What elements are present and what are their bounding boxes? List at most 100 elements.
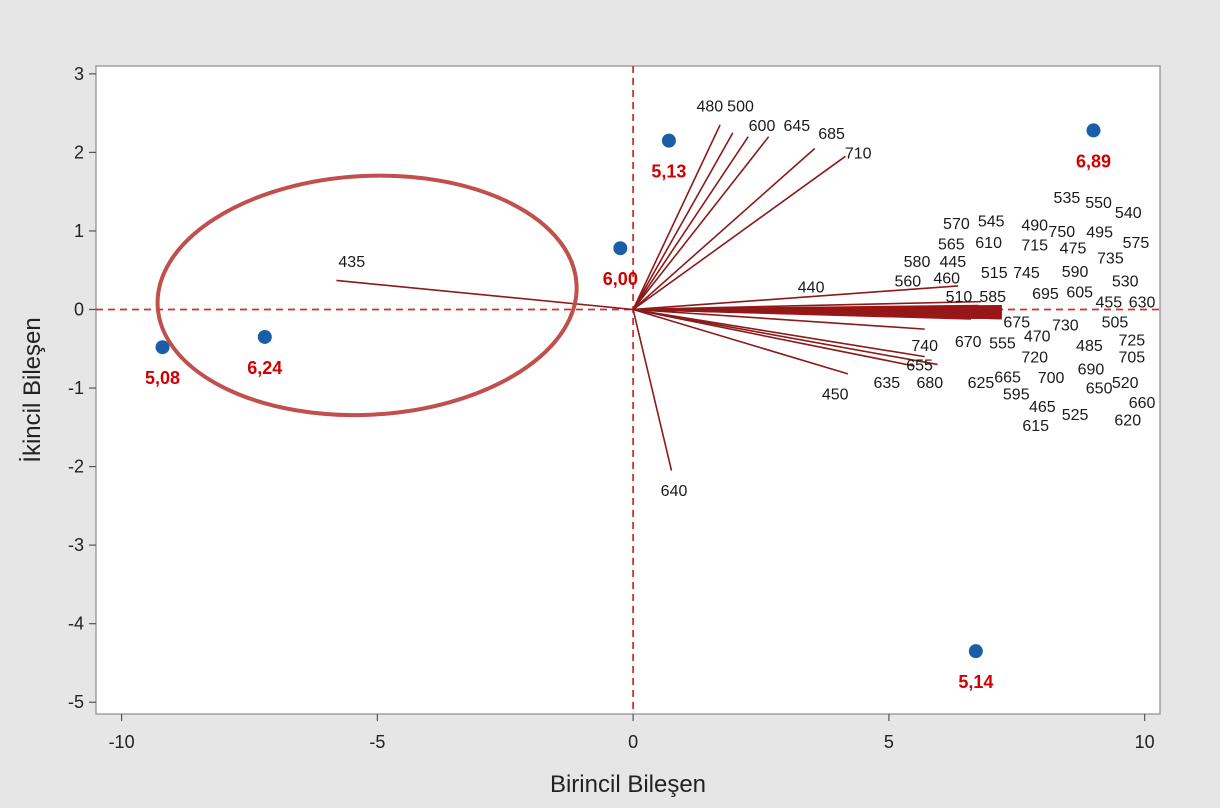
variable-label: 545 [978, 214, 1005, 231]
y-tick-label: -4 [68, 614, 84, 634]
variable-label: 670 [955, 334, 982, 351]
plot-area [95, 65, 1161, 715]
y-tick-label: -3 [68, 535, 84, 555]
score-point [257, 329, 272, 344]
loading-vector [632, 309, 673, 471]
y-tick-label: -1 [68, 378, 84, 398]
loading-vector [632, 136, 770, 310]
y-tick-label: 0 [74, 299, 84, 319]
variable-label: 675 [1003, 314, 1030, 331]
variable-label: 485 [1076, 338, 1103, 355]
variable-label: 615 [1022, 418, 1049, 435]
variable-label: 650 [1086, 380, 1113, 397]
x-tick-label: -10 [109, 732, 135, 752]
x-tick-label: 0 [628, 732, 638, 752]
loading-vector [632, 147, 816, 311]
variable-label: 465 [1029, 399, 1056, 416]
score-point [968, 644, 983, 659]
score-point-label: 5,08 [145, 368, 180, 388]
score-point [1086, 123, 1101, 138]
variable-label: 505 [1102, 314, 1129, 331]
variable-label: 550 [1085, 195, 1112, 212]
variable-label: 590 [1062, 264, 1089, 281]
variable-label: 530 [1112, 273, 1139, 290]
loading-vector [633, 285, 959, 311]
variable-label: 585 [979, 289, 1006, 306]
variable-label: 730 [1052, 317, 1079, 334]
variable-label: 660 [1129, 395, 1156, 412]
variable-label: 535 [1054, 190, 1081, 207]
variable-label: 435 [338, 254, 365, 271]
variable-label: 630 [1129, 295, 1156, 312]
variable-label: 745 [1013, 265, 1040, 282]
x-tick-label: -5 [369, 732, 385, 752]
loading-vector [632, 132, 734, 310]
loading-vector [336, 279, 634, 311]
variable-label: 645 [783, 118, 810, 135]
variable-label: 470 [1024, 328, 1051, 345]
variable-label: 560 [894, 273, 921, 290]
score-point-label: 5,14 [958, 672, 993, 692]
variable-label: 705 [1119, 350, 1146, 367]
variable-label: 555 [989, 335, 1016, 352]
y-tick-label: 3 [74, 64, 84, 84]
variable-label: 460 [933, 270, 960, 287]
highlight-ellipse [155, 173, 579, 418]
y-tick-label: 2 [74, 142, 84, 162]
variable-label: 525 [1062, 407, 1089, 424]
y-tick-label: -2 [68, 457, 84, 477]
variable-label: 625 [968, 375, 995, 392]
variable-label: 455 [1095, 295, 1122, 312]
variable-label: 600 [749, 118, 776, 135]
variable-label: 725 [1119, 332, 1146, 349]
loading-vector [632, 155, 846, 311]
y-axis-title: İkincil Bileşen [19, 317, 46, 462]
score-point [155, 340, 170, 355]
y-tick-label: 1 [74, 221, 84, 241]
variable-label: 475 [1060, 240, 1087, 257]
loading-vector [633, 308, 925, 330]
variable-label: 740 [911, 338, 938, 355]
variable-label: 520 [1112, 375, 1139, 392]
loading-vector [632, 136, 749, 310]
variable-label: 715 [1021, 237, 1048, 254]
variable-label: 735 [1097, 251, 1124, 268]
variable-label: 695 [1032, 286, 1059, 303]
loading-vector [632, 308, 915, 367]
variable-label: 565 [938, 237, 965, 254]
variable-label: 700 [1038, 370, 1065, 387]
variable-label: 440 [798, 280, 825, 297]
score-point-label: 6,24 [247, 358, 282, 378]
variable-label: 575 [1123, 235, 1150, 252]
variable-label: 685 [818, 126, 845, 143]
variable-label: 620 [1114, 412, 1141, 429]
score-points: 5,08 6,24 6,00 5,13 6,89 5,14 [145, 123, 1111, 692]
variable-label: 710 [845, 145, 872, 162]
x-tick-label: 10 [1135, 732, 1155, 752]
loading-vector [632, 124, 721, 310]
variable-label: 495 [1086, 225, 1113, 242]
variable-label: 490 [1021, 218, 1048, 235]
loading-vector [633, 300, 981, 311]
variable-label: 595 [1003, 387, 1030, 404]
loading-vector [632, 308, 938, 366]
score-point-label: 6,00 [603, 269, 638, 289]
x-axis-title: Birincil Bileşen [550, 771, 706, 798]
loading-vector-fine [633, 308, 972, 320]
highlight-ellipse-layer [155, 173, 579, 418]
variable-label: 605 [1066, 284, 1093, 301]
variable-label: 540 [1115, 205, 1142, 222]
variable-label: 680 [916, 375, 943, 392]
variable-label: 655 [906, 357, 933, 374]
variable-label: 445 [939, 254, 966, 271]
variable-label: 750 [1048, 224, 1075, 241]
y-tick-label: -5 [68, 692, 84, 712]
variable-label: 515 [981, 265, 1008, 282]
loading-vector [632, 308, 849, 375]
score-point-label: 5,13 [651, 162, 686, 182]
variable-label: 580 [904, 254, 931, 271]
x-tick-label: 5 [884, 732, 894, 752]
